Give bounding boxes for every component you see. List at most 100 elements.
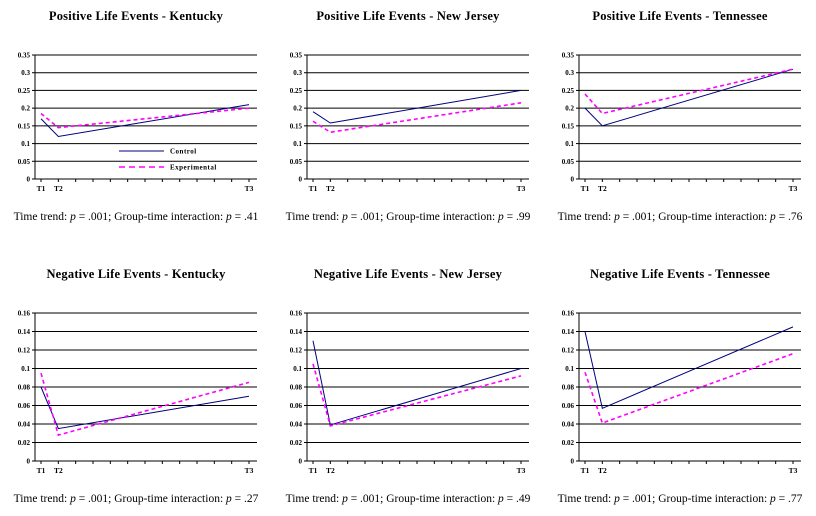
x-tick-label: T2: [598, 184, 607, 193]
x-tick-label: T2: [54, 184, 63, 193]
x-tick-label: T1: [37, 466, 46, 475]
series-line-control: [312, 340, 522, 426]
y-tick-label: 0.05: [562, 158, 575, 166]
y-tick-label: 0.2: [21, 105, 30, 113]
y-tick-label: 0.12: [562, 347, 575, 355]
y-tick-label: 0: [299, 458, 303, 466]
y-tick-label: 0.1: [293, 140, 302, 148]
y-tick-label: 0.1: [21, 365, 30, 373]
series-line-experimental: [40, 372, 250, 437]
y-tick-label: 0.1: [565, 365, 574, 373]
x-tick-label: T3: [245, 184, 254, 193]
chart-cell-positive-newjersey: Positive Life Events - New Jersey 0.35 0.…: [272, 0, 544, 258]
y-tick-label: 0.02: [18, 439, 31, 447]
x-tick-label: T3: [789, 184, 798, 193]
y-tick-label: 0.08: [562, 384, 575, 392]
line-chart: 0.35 0.3 0.25 0.2 0.15 0.1 0.05 0 T1 T2 T3 Control E…: [18, 52, 257, 193]
chart-cell-positive-tennessee: Positive Life Events - Tennessee 0.35 0.3…: [544, 0, 816, 258]
y-tick-label: 0.35: [18, 52, 31, 60]
x-tick-label: T3: [789, 466, 798, 475]
x-tick-label: T1: [37, 184, 46, 193]
y-tick-label: 0.1: [565, 140, 574, 148]
x-tick-label: T1: [309, 466, 318, 475]
y-tick-label: 0.1: [21, 140, 30, 148]
x-tick-label: T2: [54, 466, 63, 475]
x-tick-label: T1: [581, 184, 590, 193]
stats-caption: Time trend: p = .001; Group-time interac…: [557, 493, 803, 505]
series-line-control: [584, 326, 794, 409]
series-line-experimental: [40, 107, 250, 129]
y-tick-label: 0.02: [290, 439, 303, 447]
chart-title: Negative Life Events - New Jersey: [313, 267, 503, 281]
series-line-experimental: [312, 363, 522, 427]
chart-title: Positive Life Events - Tennessee: [592, 9, 768, 23]
series-line-control: [40, 386, 250, 430]
x-tick-label: T3: [517, 466, 526, 475]
line-chart: 0.35 0.3 0.25 0.2 0.15 0.1 0.05 0 T1 T2 T3: [290, 52, 529, 193]
y-tick-label: 0.06: [290, 402, 303, 410]
y-tick-label: 0.02: [562, 439, 575, 447]
stats-caption: Time trend: p = .001; Group-time interac…: [285, 211, 531, 223]
y-tick-label: 0.16: [562, 310, 575, 318]
y-tick-label: 0.05: [18, 158, 31, 166]
y-tick-label: 0.2: [293, 105, 302, 113]
y-tick-label: 0: [571, 176, 575, 184]
y-tick-label: 0.16: [290, 310, 303, 318]
y-tick-label: 0: [571, 458, 575, 466]
stats-caption: Time trend: p = .001; Group-time interac…: [285, 493, 531, 505]
chart-cell-negative-kentucky: Negative Life Events - Kentucky 0.16 0.14…: [0, 258, 272, 516]
y-tick-label: 0.15: [562, 122, 575, 130]
y-tick-label: 0.1: [293, 365, 302, 373]
x-tick-label: T2: [598, 466, 607, 475]
y-tick-label: 0.3: [565, 69, 574, 77]
line-chart: 0.16 0.14 0.12 0.1 0.08 0.06 0.04 0.02 0 T1 T2 T3: [290, 310, 529, 475]
stats-caption: Time trend: p = .001; Group-time interac…: [13, 211, 259, 223]
chart-cell-negative-newjersey: Negative Life Events - New Jersey 0.16 0.…: [272, 258, 544, 516]
x-tick-label: T3: [517, 184, 526, 193]
y-tick-label: 0.04: [18, 421, 31, 429]
y-tick-label: 0.15: [18, 122, 31, 130]
stats-caption: Time trend: p = .001; Group-time interac…: [13, 493, 259, 505]
y-tick-label: 0.14: [562, 328, 575, 336]
y-tick-label: 0.05: [290, 158, 303, 166]
series-line-control: [312, 89, 522, 124]
y-tick-label: 0.15: [290, 122, 303, 130]
y-tick-label: 0.12: [18, 347, 31, 355]
y-tick-label: 0.25: [562, 87, 575, 95]
y-tick-label: 0.3: [293, 69, 302, 77]
series-line-experimental: [584, 68, 794, 115]
chart-cell-positive-kentucky: Positive Life Events - Kentucky 0.35 0.3 0…: [0, 0, 272, 258]
series-line-control: [40, 104, 250, 138]
legend-label: Control: [170, 148, 197, 156]
y-tick-label: 0.14: [18, 328, 31, 336]
y-tick-label: 0.25: [18, 87, 31, 95]
line-chart: 0.16 0.14 0.12 0.1 0.08 0.06 0.04 0.02 0 T1 T2 T3: [562, 310, 801, 475]
series-line-experimental: [584, 352, 794, 425]
legend-label: Experimental: [170, 164, 217, 172]
y-tick-label: 0.2: [565, 105, 574, 113]
y-tick-label: 0.35: [562, 52, 575, 60]
y-tick-label: 0.04: [290, 421, 303, 429]
y-tick-label: 0.08: [18, 384, 31, 392]
x-tick-label: T2: [326, 184, 335, 193]
y-tick-label: 0.06: [18, 402, 31, 410]
y-tick-label: 0.35: [290, 52, 303, 60]
y-tick-label: 0.3: [21, 69, 30, 77]
chart-title: Positive Life Events - New Jersey: [316, 9, 500, 23]
chart-title: Negative Life Events - Tennessee: [590, 267, 770, 281]
y-tick-label: 0.04: [562, 421, 575, 429]
x-tick-label: T1: [581, 466, 590, 475]
y-tick-label: 0.12: [290, 347, 303, 355]
chart-title: Positive Life Events - Kentucky: [48, 9, 224, 23]
series-line-experimental: [312, 102, 522, 134]
y-tick-label: 0.25: [290, 87, 303, 95]
x-tick-label: T3: [245, 466, 254, 475]
chart-title: Negative Life Events - Kentucky: [46, 267, 226, 281]
y-tick-label: 0.14: [290, 328, 303, 336]
y-tick-label: 0: [27, 176, 31, 184]
y-tick-label: 0: [27, 458, 31, 466]
stats-caption: Time trend: p = .001; Group-time interac…: [557, 211, 803, 223]
y-tick-label: 0.06: [562, 402, 575, 410]
y-tick-label: 0.08: [290, 384, 303, 392]
